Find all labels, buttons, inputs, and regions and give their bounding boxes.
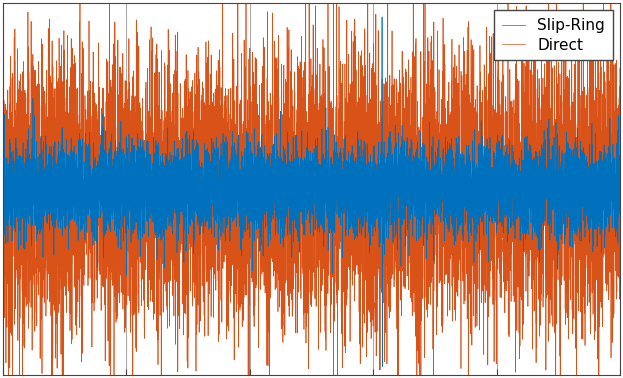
Slip-Ring — [617, 232, 623, 237]
Slip-Ring — [222, 154, 230, 159]
Slip-Ring — [490, 192, 497, 197]
Line: Direct: Direct — [2, 17, 621, 366]
Direct — [30, 178, 37, 183]
Direct — [490, 163, 497, 168]
Slip-Ring — [391, 212, 399, 217]
Direct — [378, 15, 386, 19]
Direct — [379, 364, 386, 369]
Legend: Slip-Ring, Direct: Slip-Ring, Direct — [495, 11, 612, 60]
Direct — [617, 173, 623, 178]
Slip-Ring — [457, 200, 464, 204]
Direct — [391, 123, 399, 127]
Direct — [364, 167, 372, 171]
Direct — [0, 191, 6, 196]
Direct — [457, 190, 464, 195]
Slip-Ring — [0, 265, 6, 270]
Direct — [222, 198, 230, 202]
Slip-Ring — [30, 246, 37, 251]
Slip-Ring — [364, 198, 372, 202]
